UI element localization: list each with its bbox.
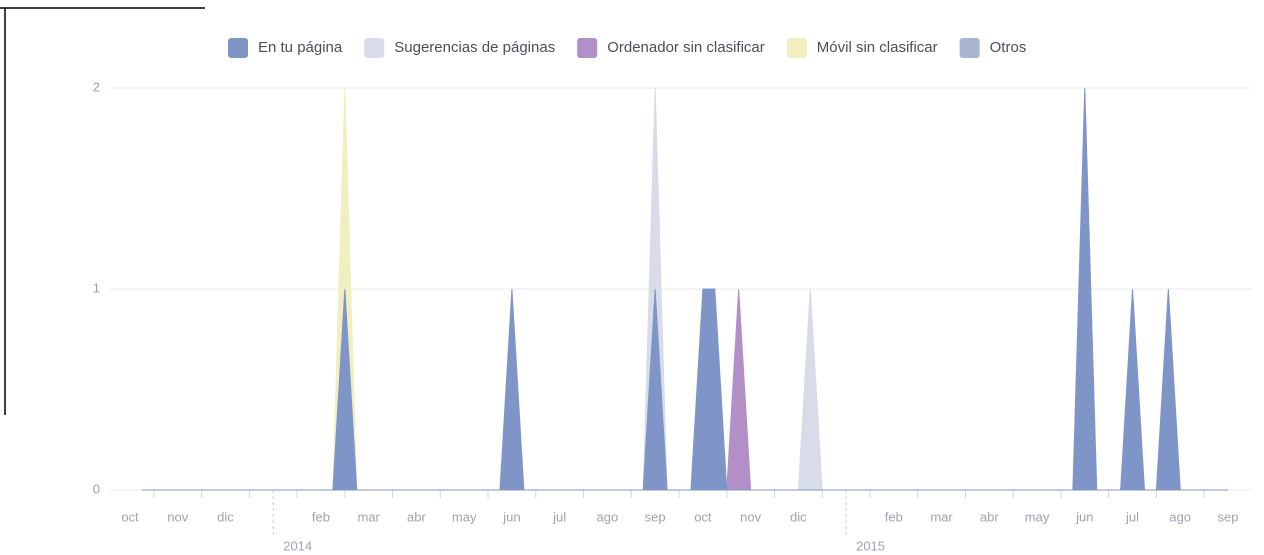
year-label: 2015 [856, 538, 885, 553]
x-tick-label: feb [885, 509, 903, 524]
x-tick-label: sep [645, 509, 666, 524]
x-tick-label: oct [121, 509, 139, 524]
area [141, 87, 1229, 491]
x-tick-label: mar [358, 509, 381, 524]
x-tick-label: ago [1169, 509, 1191, 524]
legend-label: Ordenador sin clasificar [607, 39, 765, 56]
x-tick-label: jun [1075, 509, 1093, 524]
legend-swatch [228, 38, 248, 58]
y-tick-label: 0 [93, 481, 100, 496]
x-tick-label: abr [980, 509, 999, 524]
x-tick-label: oct [694, 509, 712, 524]
legend-label: Otros [990, 39, 1027, 56]
area [141, 288, 1229, 491]
legend-label: Sugerencias de páginas [394, 39, 555, 56]
x-tick-label: jul [1125, 509, 1139, 524]
x-tick-label: ago [597, 509, 619, 524]
x-tick-label: abr [407, 509, 426, 524]
x-tick-label: nov [740, 509, 761, 524]
legend-label: Móvil sin clasificar [817, 39, 938, 56]
x-tick-label: feb [312, 509, 330, 524]
legend-label: En tu página [258, 39, 343, 56]
legend-swatch [577, 38, 598, 58]
x-tick-label: dic [217, 509, 234, 524]
year-label: 2014 [283, 538, 312, 553]
y-tick-label: 2 [93, 79, 100, 94]
legend-swatch [959, 38, 980, 58]
x-tick-label: nov [167, 509, 188, 524]
legend-swatch [786, 38, 807, 58]
x-tick-label: jul [552, 509, 566, 524]
x-tick-label: mar [930, 509, 953, 524]
legend-swatch [364, 38, 385, 58]
x-tick-label: may [1025, 509, 1050, 524]
y-tick-label: 1 [93, 280, 100, 295]
x-tick-label: jun [502, 509, 520, 524]
x-tick-label: may [452, 509, 477, 524]
x-tick-label: sep [1218, 509, 1239, 524]
x-tick-label: dic [790, 509, 807, 524]
